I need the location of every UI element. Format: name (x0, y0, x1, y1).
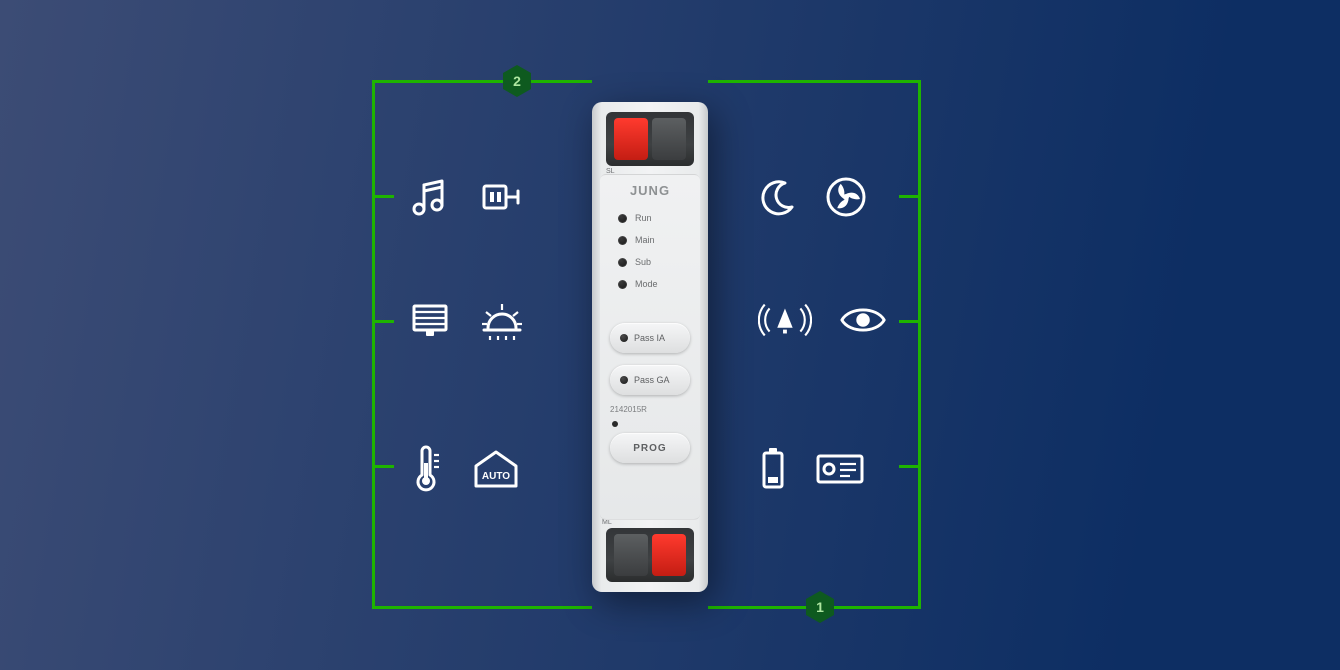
pass-ia-button[interactable]: Pass IA (610, 323, 690, 353)
led-label: Mode (635, 279, 658, 289)
hex-badge-top-number: 2 (513, 73, 521, 89)
left-icon-row-3: AUTO (408, 445, 522, 493)
broadcast-icon (758, 300, 812, 340)
prog-led (612, 421, 618, 427)
hex-badge-bottom: 1 (806, 591, 834, 623)
thermometer-icon (408, 445, 444, 493)
pass-ia-label: Pass IA (634, 333, 665, 343)
led-row: Sub (618, 251, 696, 273)
fan-icon (824, 175, 868, 219)
button-led-dot (620, 376, 628, 384)
led-dot (618, 258, 627, 267)
prog-button[interactable]: PROG (610, 433, 690, 463)
right-icon-row-2 (758, 300, 888, 340)
terminal-bottom-red (652, 534, 686, 576)
right-icon-row-3 (758, 445, 888, 491)
pass-ga-label: Pass GA (634, 375, 670, 385)
device-bottom-terminal-slot (606, 528, 694, 582)
terminal-bottom-grey (614, 534, 648, 576)
device-leds: Run Main Sub Mode (618, 207, 696, 295)
battery-icon (758, 445, 788, 491)
auto-house-label: AUTO (482, 471, 510, 482)
diagram-stage: 2 1 (0, 0, 1340, 670)
port-bottom-label: ML (602, 519, 612, 526)
music-icon (408, 175, 452, 219)
led-label: Main (635, 235, 655, 245)
device-model-code: 2142015R (610, 405, 647, 414)
led-dot (618, 214, 627, 223)
id-card-icon (814, 448, 866, 488)
device-face: JUNG Run Main Sub Mode Pass IA Pass GA 2… (600, 174, 700, 520)
brightness-icon (478, 300, 526, 344)
moon-icon (758, 177, 798, 217)
led-dot (618, 236, 627, 245)
right-icon-row-1 (758, 175, 888, 219)
hex-badge-top: 2 (503, 65, 531, 97)
pass-ga-button[interactable]: Pass GA (610, 365, 690, 395)
led-dot (618, 280, 627, 289)
eye-icon (838, 302, 888, 338)
knx-device: SL ML JUNG Run Main Sub Mode Pass IA Pas… (592, 102, 708, 592)
left-icon-row-2 (408, 300, 526, 344)
led-row: Main (618, 229, 696, 251)
prog-label: PROG (633, 443, 666, 454)
hex-badge-bottom-number: 1 (816, 599, 824, 615)
led-label: Run (635, 213, 652, 223)
plug-icon (478, 175, 526, 219)
device-brand: JUNG (600, 183, 700, 198)
left-icon-row-1 (408, 175, 526, 219)
device-top-terminal-slot (606, 112, 694, 166)
led-label: Sub (635, 257, 651, 267)
terminal-top-grey (652, 118, 686, 160)
terminal-top-red (614, 118, 648, 160)
button-led-dot (620, 334, 628, 342)
led-row: Mode (618, 273, 696, 295)
led-row: Run (618, 207, 696, 229)
auto-house-icon: AUTO (470, 446, 522, 492)
blinds-icon (408, 300, 452, 344)
